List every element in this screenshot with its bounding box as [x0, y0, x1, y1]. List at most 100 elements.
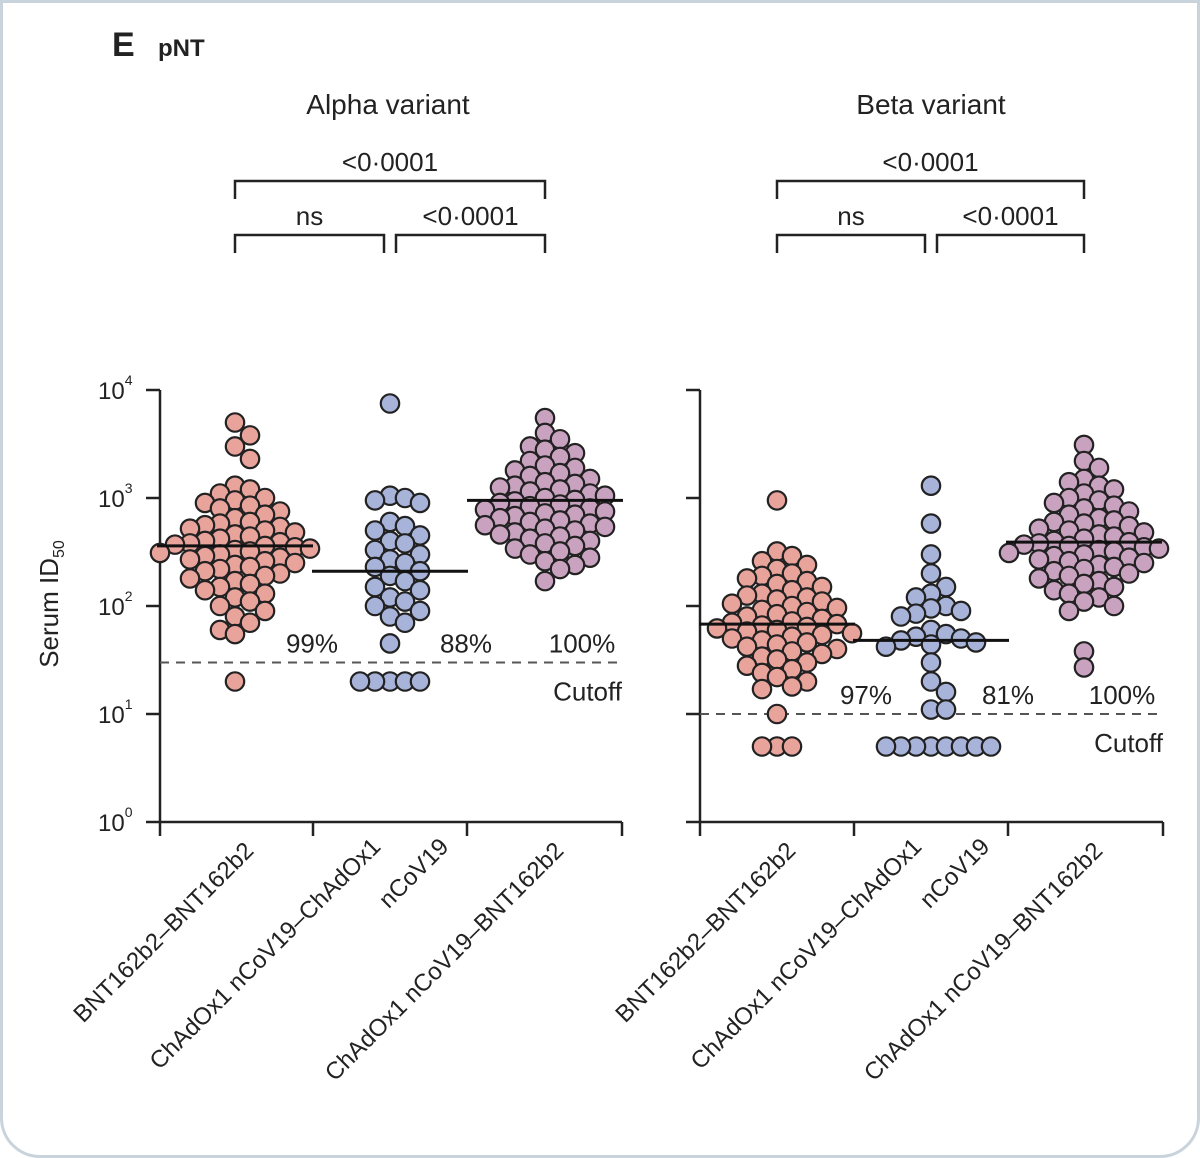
data-point — [751, 678, 773, 700]
data-point — [935, 681, 957, 703]
group-2: 100%ChAdOx1 nCoV19–BNT162b2 — [320, 407, 623, 1086]
data-point — [935, 699, 957, 720]
data-point — [224, 412, 246, 433]
data-point — [409, 671, 431, 692]
data-point — [349, 671, 371, 692]
data-point — [194, 579, 216, 601]
y-axis-label-subscript: 50 — [51, 540, 68, 558]
data-point — [781, 736, 803, 757]
percent-label: 97% — [840, 680, 892, 710]
data-point — [751, 736, 773, 757]
comparison-label: <0·0001 — [962, 201, 1058, 231]
data-point — [1073, 591, 1095, 612]
cutoff-label: Cutoff — [1094, 728, 1164, 758]
data-point — [364, 490, 386, 511]
data-point — [920, 634, 942, 655]
data-point — [920, 475, 942, 496]
category-label-cont: nCoV19 — [374, 833, 454, 913]
data-point — [1118, 563, 1140, 584]
comparison-label: <0·0001 — [422, 201, 518, 231]
data-point — [239, 448, 261, 470]
data-point — [179, 568, 201, 589]
data-point — [920, 563, 942, 584]
data-point — [224, 671, 246, 692]
data-point — [254, 600, 276, 622]
data-point — [149, 542, 171, 564]
panel-1: Cutoff <0·0001 ns <0·0001 97%BNT162b2–BNT162… — [610, 147, 1170, 1086]
data-point — [1103, 595, 1125, 617]
data-point — [1133, 552, 1155, 574]
y-axis-label-text: Serum ID50 — [34, 540, 68, 668]
data-point — [766, 666, 788, 688]
y-tick-exponent: 0 — [125, 804, 133, 820]
data-point — [1058, 600, 1080, 622]
data-point — [394, 591, 416, 612]
data-point — [364, 595, 386, 617]
data-point — [474, 514, 496, 536]
data-point — [409, 579, 431, 601]
data-point — [1148, 538, 1170, 559]
panel-name: pNT — [158, 35, 205, 62]
data-point — [394, 533, 416, 554]
data-point — [239, 612, 261, 634]
y-tick-exponent: 2 — [125, 588, 133, 604]
data-point — [736, 568, 758, 589]
data-point — [721, 593, 743, 615]
data-point — [920, 544, 942, 565]
data-point — [489, 524, 511, 545]
data-point — [920, 671, 942, 692]
data-point — [534, 570, 556, 592]
group-2: 100%ChAdOx1 nCoV19–BNT162b2 — [859, 434, 1170, 1086]
y-tick-exponent: 1 — [125, 696, 133, 712]
data-point — [299, 538, 321, 559]
comparison-label: ns — [837, 201, 864, 231]
group-0: 97%BNT162b2–BNT162b2 — [610, 490, 892, 1028]
data-point — [394, 612, 416, 634]
percent-label: 81% — [982, 680, 1034, 710]
data-point — [224, 436, 246, 457]
data-point — [980, 736, 1002, 757]
data-point — [1073, 657, 1095, 678]
data-point — [766, 703, 788, 725]
comparison-bracket — [775, 179, 1086, 199]
alpha-title: Alpha variant — [306, 89, 470, 120]
y-tick-exponent: 3 — [125, 480, 133, 496]
data-point — [920, 513, 942, 534]
percent-label: 100% — [549, 628, 616, 658]
cutoff-label: Cutoff — [553, 676, 623, 706]
comparison-bracket — [775, 233, 927, 253]
beta-title: Beta variant — [856, 89, 1006, 120]
data-point — [766, 490, 788, 511]
data-point — [224, 623, 246, 645]
percent-label: 99% — [286, 628, 338, 658]
data-point — [239, 425, 261, 446]
data-point — [796, 632, 818, 653]
y-tick-label: 100 — [98, 804, 133, 837]
data-point — [379, 393, 401, 414]
data-point — [594, 516, 616, 538]
data-point — [549, 558, 571, 580]
comparison-bracket — [233, 233, 386, 253]
data-point — [209, 595, 231, 617]
data-point — [920, 652, 942, 673]
data-point — [890, 606, 912, 627]
data-point — [998, 542, 1020, 564]
panel-letter: E — [112, 26, 135, 64]
comparison-label: ns — [296, 201, 323, 231]
comparison-bracket — [233, 179, 547, 199]
data-point — [950, 600, 972, 622]
data-point — [965, 632, 987, 653]
y-tick-exponent: 4 — [125, 372, 133, 388]
y-tick-label: 103 — [98, 480, 133, 513]
y-tick-label: 101 — [98, 696, 133, 729]
comparison-bracket — [935, 233, 1086, 253]
data-point — [239, 591, 261, 612]
y-axis-label: Serum ID50 — [34, 540, 68, 668]
data-point — [1028, 568, 1050, 589]
data-point — [875, 636, 897, 657]
comparison-bracket — [394, 233, 547, 253]
data-point — [875, 736, 897, 757]
y-tick-label: 102 — [98, 588, 133, 621]
